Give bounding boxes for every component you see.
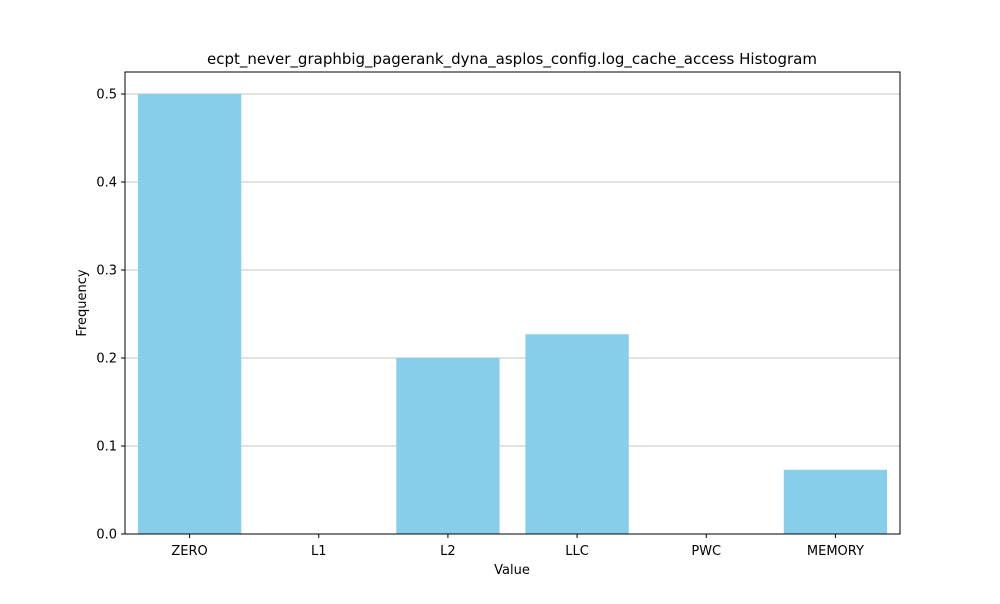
bar-l2 [396, 358, 500, 534]
x-tick-label: ZERO [171, 544, 207, 559]
x-axis-ticks: ZERO L1 L2 LLC PWC MEMORY [171, 534, 864, 559]
y-tick-label: 0.1 [96, 440, 117, 455]
y-tick-label: 0.5 [96, 88, 117, 103]
bar-zero [137, 94, 242, 534]
y-tick-label: 0.4 [96, 176, 117, 191]
x-tick-label: PWC [691, 544, 721, 559]
y-tick-label: 0.3 [96, 264, 117, 279]
y-axis-label: Frequency [75, 269, 90, 336]
y-tick-label: 0.0 [96, 528, 117, 543]
x-axis-label: Value [494, 563, 530, 578]
x-tick-label: L1 [311, 544, 327, 559]
bar-memory [783, 469, 888, 534]
x-tick-label: MEMORY [807, 544, 864, 559]
bars [137, 94, 888, 534]
chart-title: ecpt_never_graphbig_pagerank_dyna_asplos… [207, 50, 817, 69]
x-tick-label: L2 [440, 544, 456, 559]
plot-area-frame [124, 71, 901, 535]
x-tick-label: LLC [565, 544, 589, 559]
y-axis-ticks: 0.0 0.1 0.2 0.3 0.4 0.5 [96, 88, 125, 543]
bar-llc [525, 334, 629, 534]
y-tick-label: 0.2 [96, 352, 117, 367]
